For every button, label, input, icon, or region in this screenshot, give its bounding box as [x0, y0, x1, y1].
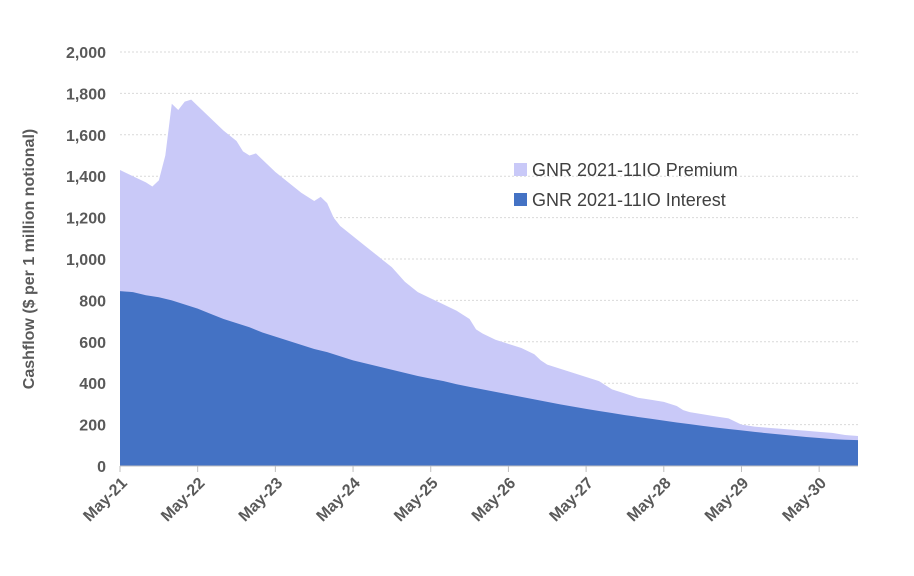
x-tick-label: May-30 — [780, 475, 830, 525]
x-axis-ticks: May-21 May-22 May-23 May-24 May-25 May-26 May-… — [80, 466, 830, 525]
y-tick-label: 1,400 — [66, 169, 106, 186]
y-tick-label: 1,200 — [66, 211, 106, 228]
legend-swatch-premium — [514, 163, 527, 176]
x-tick-label: May-26 — [469, 475, 519, 525]
x-tick-label: May-23 — [236, 475, 286, 525]
x-tick-label: May-28 — [624, 475, 674, 525]
y-axis-ticks: 0 200 400 600 800 1,000 1,200 1,400 1,600 1,800 2,… — [66, 45, 106, 476]
y-tick-label: 1,600 — [66, 128, 106, 145]
y-tick-label: 200 — [79, 418, 106, 435]
x-tick-label: May-25 — [391, 475, 441, 525]
area-interest — [120, 291, 858, 466]
legend: GNR 2021-11IO Premium GNR 2021-11IO Inte… — [514, 160, 738, 210]
y-tick-label: 1,000 — [66, 252, 106, 269]
legend-label-premium: GNR 2021-11IO Premium — [532, 160, 738, 180]
x-tick-label: May-21 — [80, 475, 130, 525]
y-tick-label: 2,000 — [66, 45, 106, 62]
legend-swatch-interest — [514, 193, 527, 206]
y-tick-label: 0 — [97, 459, 106, 476]
y-tick-label: 600 — [79, 335, 106, 352]
legend-label-interest: GNR 2021-11IO Interest — [532, 190, 726, 210]
y-tick-label: 800 — [79, 293, 106, 310]
y-tick-label: 1,800 — [66, 86, 106, 103]
y-tick-label: 400 — [79, 376, 106, 393]
x-tick-label: May-29 — [702, 475, 752, 525]
y-axis-label: Cashflow ($ per 1 million notional) — [21, 129, 38, 389]
x-tick-label: May-24 — [313, 475, 363, 525]
plot-areas — [120, 99, 858, 467]
x-tick-label: May-27 — [547, 475, 597, 525]
x-tick-label: May-22 — [158, 475, 208, 525]
